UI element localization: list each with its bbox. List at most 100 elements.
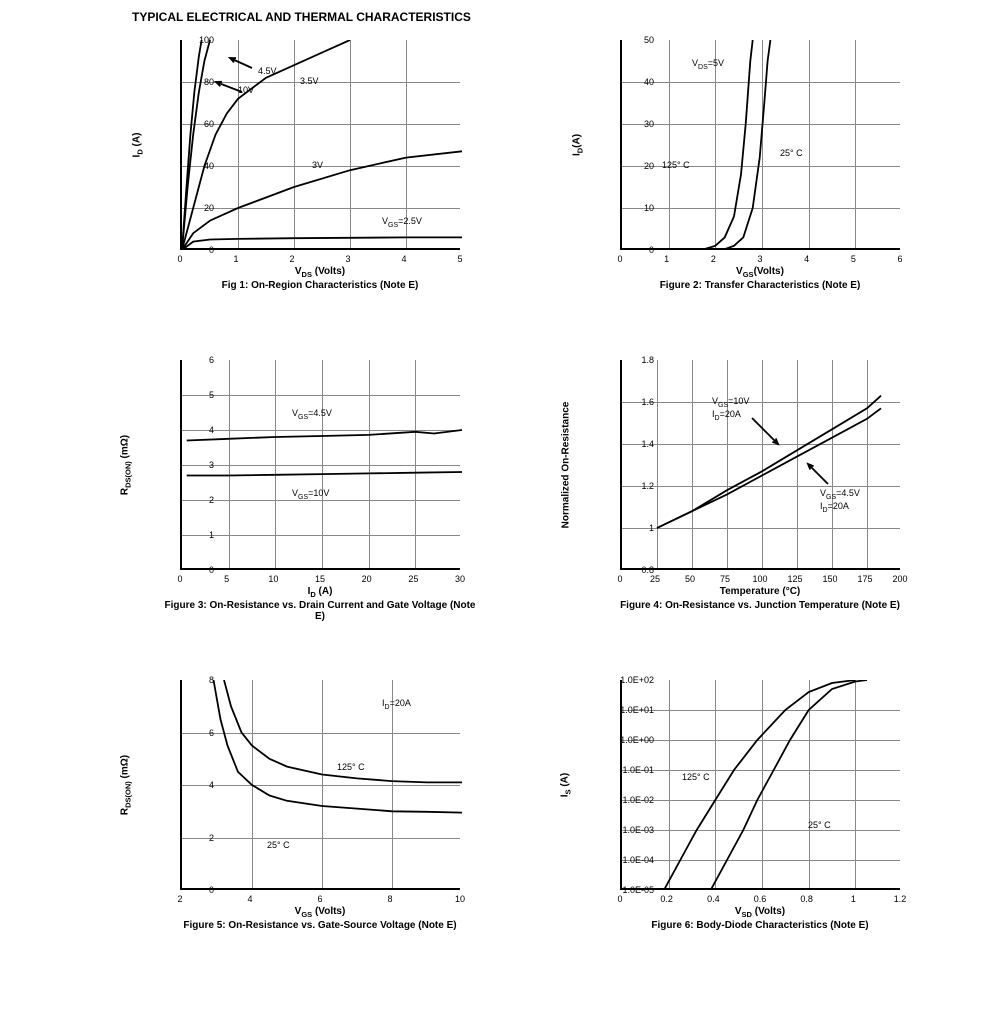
y-tick: 60 (204, 119, 214, 129)
annotation: VGS=2.5V (382, 216, 422, 229)
x-tick: 25 (408, 574, 418, 584)
y-tick: 8 (209, 675, 214, 685)
annotation: ID=20A (382, 698, 411, 711)
x-tick: 1 (233, 254, 238, 264)
x-tick: 0.6 (754, 894, 767, 904)
y-tick: 0 (649, 245, 654, 255)
x-tick: 1 (851, 894, 856, 904)
x-tick: 0.8 (800, 894, 813, 904)
annotation: 125° C (682, 772, 710, 782)
x-axis-label: ID (A) (308, 586, 333, 599)
x-tick: 50 (685, 574, 695, 584)
y-tick: 50 (644, 35, 654, 45)
annotation: 25° C (267, 840, 290, 850)
y-tick: 4 (209, 425, 214, 435)
x-tick: 3 (345, 254, 350, 264)
y-tick: 20 (204, 203, 214, 213)
y-tick: 20 (644, 161, 654, 171)
y-tick: 1.0E+00 (620, 735, 654, 745)
x-tick: 0 (617, 254, 622, 264)
y-tick: 1.4 (641, 439, 654, 449)
x-tick: 25 (650, 574, 660, 584)
y-axis-label: IS (A) (560, 773, 573, 797)
y-tick: 6 (209, 355, 214, 365)
x-tick: 6 (317, 894, 322, 904)
x-tick: 3 (757, 254, 762, 264)
annotation: 125° C (337, 762, 365, 772)
x-tick: 4 (401, 254, 406, 264)
y-tick: 2 (209, 833, 214, 843)
x-tick: 175 (857, 574, 872, 584)
y-tick: 80 (204, 77, 214, 87)
x-tick: 4 (804, 254, 809, 264)
x-tick: 2 (289, 254, 294, 264)
x-tick: 2 (177, 894, 182, 904)
x-tick: 0.4 (707, 894, 720, 904)
figure-caption: Figure 2: Transfer Characteristics (Note… (600, 280, 920, 291)
fig1: 4.5V10V3.5V3VVGS=2.5V012345020406080100I… (80, 30, 500, 310)
x-tick: 4 (247, 894, 252, 904)
y-tick: 10 (644, 203, 654, 213)
x-axis-label: VGS (Volts) (295, 906, 346, 919)
y-tick: 1.6 (641, 397, 654, 407)
x-tick: 100 (752, 574, 767, 584)
annotation: VDS=5V (692, 58, 724, 71)
y-tick: 0 (209, 885, 214, 895)
x-tick: 0 (617, 574, 622, 584)
x-tick: 0 (177, 574, 182, 584)
annotation: 3.5V (300, 76, 319, 86)
x-axis-label: VSD (Volts) (735, 906, 785, 919)
curves (622, 40, 902, 250)
y-tick: 6 (209, 728, 214, 738)
fig6: 125° C25° C00.20.40.60.811.21.0E-051.0E-… (520, 670, 940, 950)
figure-caption: Figure 4: On-Resistance vs. Junction Tem… (600, 600, 920, 611)
x-tick: 1.2 (894, 894, 907, 904)
page-title: TYPICAL ELECTRICAL AND THERMAL CHARACTER… (132, 10, 991, 24)
y-tick: 1.0E+02 (620, 675, 654, 685)
y-tick: 100 (199, 35, 214, 45)
curves (182, 680, 462, 890)
y-tick: 1.0E-03 (622, 825, 654, 835)
y-tick: 1.0E-02 (622, 795, 654, 805)
y-tick: 30 (644, 119, 654, 129)
x-tick: 75 (720, 574, 730, 584)
annotation: VGS=10VID=20A (712, 396, 749, 422)
y-tick: 3 (209, 460, 214, 470)
y-tick: 40 (644, 77, 654, 87)
annotation: 25° C (808, 820, 831, 830)
y-tick: 0.8 (641, 565, 654, 575)
y-tick: 0 (209, 565, 214, 575)
x-axis-label: VGS(Volts) (736, 266, 784, 279)
annotation: 10V (238, 85, 254, 95)
y-tick: 2 (209, 495, 214, 505)
x-tick: 30 (455, 574, 465, 584)
y-tick: 1.0E-04 (622, 855, 654, 865)
figure-caption: Figure 5: On-Resistance vs. Gate-Source … (160, 920, 480, 931)
x-tick: 125 (787, 574, 802, 584)
x-tick: 15 (315, 574, 325, 584)
fig5: ID=20A125° C25° C24681002468RDS(ON) (mΩ)… (80, 670, 500, 950)
x-tick: 5 (224, 574, 229, 584)
x-axis-label: VDS (Volts) (295, 266, 345, 279)
x-tick: 8 (387, 894, 392, 904)
chart-grid: 4.5V10V3.5V3VVGS=2.5V012345020406080100I… (80, 30, 991, 950)
x-tick: 200 (892, 574, 907, 584)
y-tick: 1.2 (641, 481, 654, 491)
x-tick: 150 (822, 574, 837, 584)
x-axis-label: Temperature (°C) (720, 586, 801, 597)
annotation: VGS=4.5VID=20A (820, 488, 860, 514)
y-tick: 40 (204, 161, 214, 171)
y-axis-label: Normalized On-Resistance (561, 402, 572, 529)
y-tick: 1 (649, 523, 654, 533)
x-tick: 6 (897, 254, 902, 264)
x-tick: 0.2 (660, 894, 673, 904)
y-tick: 1.0E-05 (622, 885, 654, 895)
y-axis-label: ID (A) (132, 133, 145, 158)
y-tick: 5 (209, 390, 214, 400)
y-axis-label: ID(A) (572, 134, 585, 156)
y-tick: 1.0E+01 (620, 705, 654, 715)
annotation: 125° C (662, 160, 690, 170)
x-tick: 5 (457, 254, 462, 264)
x-tick: 10 (268, 574, 278, 584)
fig2: VDS=5V125° C25° C012345601020304050ID(A)… (520, 30, 940, 310)
